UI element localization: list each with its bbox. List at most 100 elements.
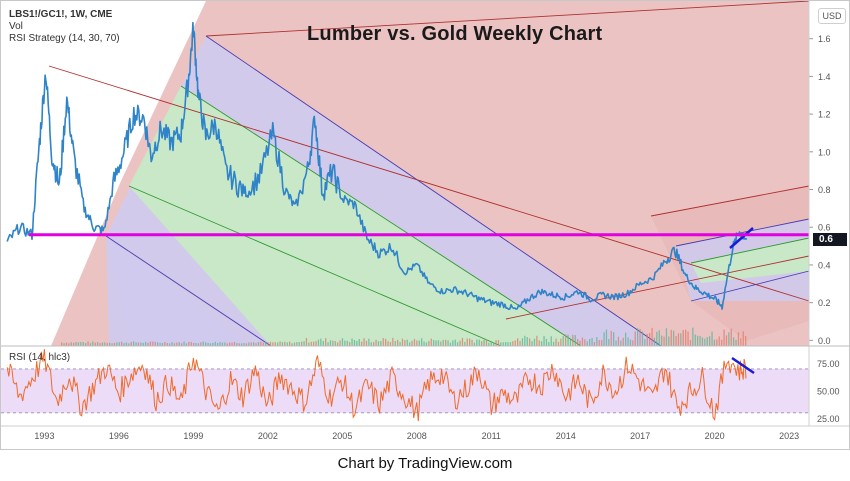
volume-bar — [308, 342, 310, 346]
volume-bar — [567, 334, 569, 346]
volume-bar — [70, 342, 72, 346]
volume-bar — [260, 341, 262, 346]
volume-bar — [286, 342, 288, 346]
volume-bar — [418, 340, 420, 346]
volume-bar — [665, 328, 668, 346]
currency-badge[interactable]: USD — [818, 8, 846, 24]
volume-bar — [637, 328, 639, 346]
volume-bar — [262, 342, 264, 346]
volume-bar — [466, 338, 468, 346]
volume-bar — [577, 339, 579, 346]
volume-bar — [106, 343, 108, 346]
volume-bar — [505, 342, 507, 346]
volume-bar — [92, 341, 94, 346]
volume-bar — [380, 341, 382, 346]
volume-bar — [68, 343, 70, 346]
volume-bar — [529, 338, 531, 346]
volume-bar — [329, 340, 332, 346]
volume-bar — [399, 342, 401, 346]
volume-bar — [368, 338, 370, 346]
volume-bars — [61, 327, 747, 346]
x-tick-label: 2002 — [258, 431, 278, 441]
rsi-tick-label: 25.00 — [817, 414, 840, 424]
volume-bar — [461, 337, 464, 346]
vol-label[interactable]: Vol — [9, 21, 23, 32]
volume-bar — [598, 340, 600, 346]
volume-bar — [629, 339, 632, 346]
volume-bar — [65, 342, 68, 346]
volume-bar — [140, 342, 142, 346]
volume-bar — [197, 343, 200, 346]
volume-bar — [565, 334, 567, 346]
volume-bar — [718, 336, 720, 346]
volume-bar — [284, 341, 286, 346]
volume-bar — [593, 342, 596, 346]
volume-bar — [320, 338, 322, 346]
volume-bar — [238, 343, 240, 346]
volume-bar — [478, 339, 480, 346]
rsi-label[interactable]: RSI (14, hlc3) — [9, 352, 71, 363]
volume-bar — [178, 342, 180, 346]
volume-bar — [279, 341, 281, 346]
volume-bar — [488, 342, 490, 346]
price-line — [6, 21, 748, 311]
volume-bar — [296, 342, 298, 346]
volume-bar — [519, 340, 521, 346]
y-tick-label: 0.2 — [818, 298, 831, 308]
volume-bar — [668, 336, 670, 346]
volume-bar — [697, 335, 699, 346]
volume-bar — [421, 338, 423, 346]
volume-bar — [169, 343, 171, 346]
volume-bar — [337, 342, 339, 346]
volume-bar — [541, 341, 543, 346]
volume-bar — [406, 339, 408, 346]
volume-bar — [82, 342, 84, 346]
volume-bar — [723, 329, 725, 346]
green-channel-inner — [129, 86, 581, 346]
volume-bar — [533, 338, 536, 346]
volume-bar — [596, 337, 598, 346]
volume-bar — [437, 340, 440, 346]
rsi-line — [6, 349, 747, 422]
volume-bar — [613, 332, 615, 346]
symbol-label[interactable]: LBS1!/GC1!, 1W, CME — [9, 9, 113, 20]
volume-bar — [214, 341, 216, 346]
volume-bar — [322, 341, 324, 346]
volume-bar — [397, 339, 399, 346]
volume-bar — [289, 341, 291, 346]
volume-bar — [272, 342, 274, 346]
channel-line — [128, 185, 502, 347]
volume-bar — [483, 339, 485, 346]
volume-bar — [625, 332, 627, 346]
volume-bar — [389, 342, 392, 346]
volume-bar — [586, 341, 588, 346]
last-price-tag: 0.6 — [813, 233, 847, 246]
volume-bar — [500, 342, 502, 346]
volume-bar — [80, 342, 82, 346]
volume-bar — [555, 338, 557, 346]
volume-bar — [524, 335, 526, 346]
volume-bar — [627, 337, 629, 346]
volume-bar — [281, 342, 284, 346]
volume-bar — [111, 343, 113, 346]
channel-line — [205, 1, 810, 37]
volume-bar — [344, 340, 346, 346]
x-tick-label: 1993 — [34, 431, 54, 441]
volume-bar — [212, 343, 214, 346]
volume-bar — [433, 340, 435, 346]
volume-bar — [229, 342, 231, 346]
rsi-tick-label: 75.00 — [817, 359, 840, 369]
volume-bar — [313, 341, 315, 346]
y-tick-label: 1.4 — [818, 72, 831, 82]
strategy-label[interactable]: RSI Strategy (14, 30, 70) — [9, 33, 120, 44]
volume-bar — [267, 342, 269, 346]
volume-bar — [435, 340, 437, 346]
volume-bar — [277, 342, 279, 346]
volume-bar — [181, 343, 183, 346]
volume-bar — [173, 343, 176, 346]
volume-bar — [608, 338, 610, 346]
volume-bar — [116, 342, 118, 346]
volume-bar — [274, 342, 276, 346]
volume-bar — [164, 342, 166, 346]
volume-bar — [699, 335, 701, 346]
